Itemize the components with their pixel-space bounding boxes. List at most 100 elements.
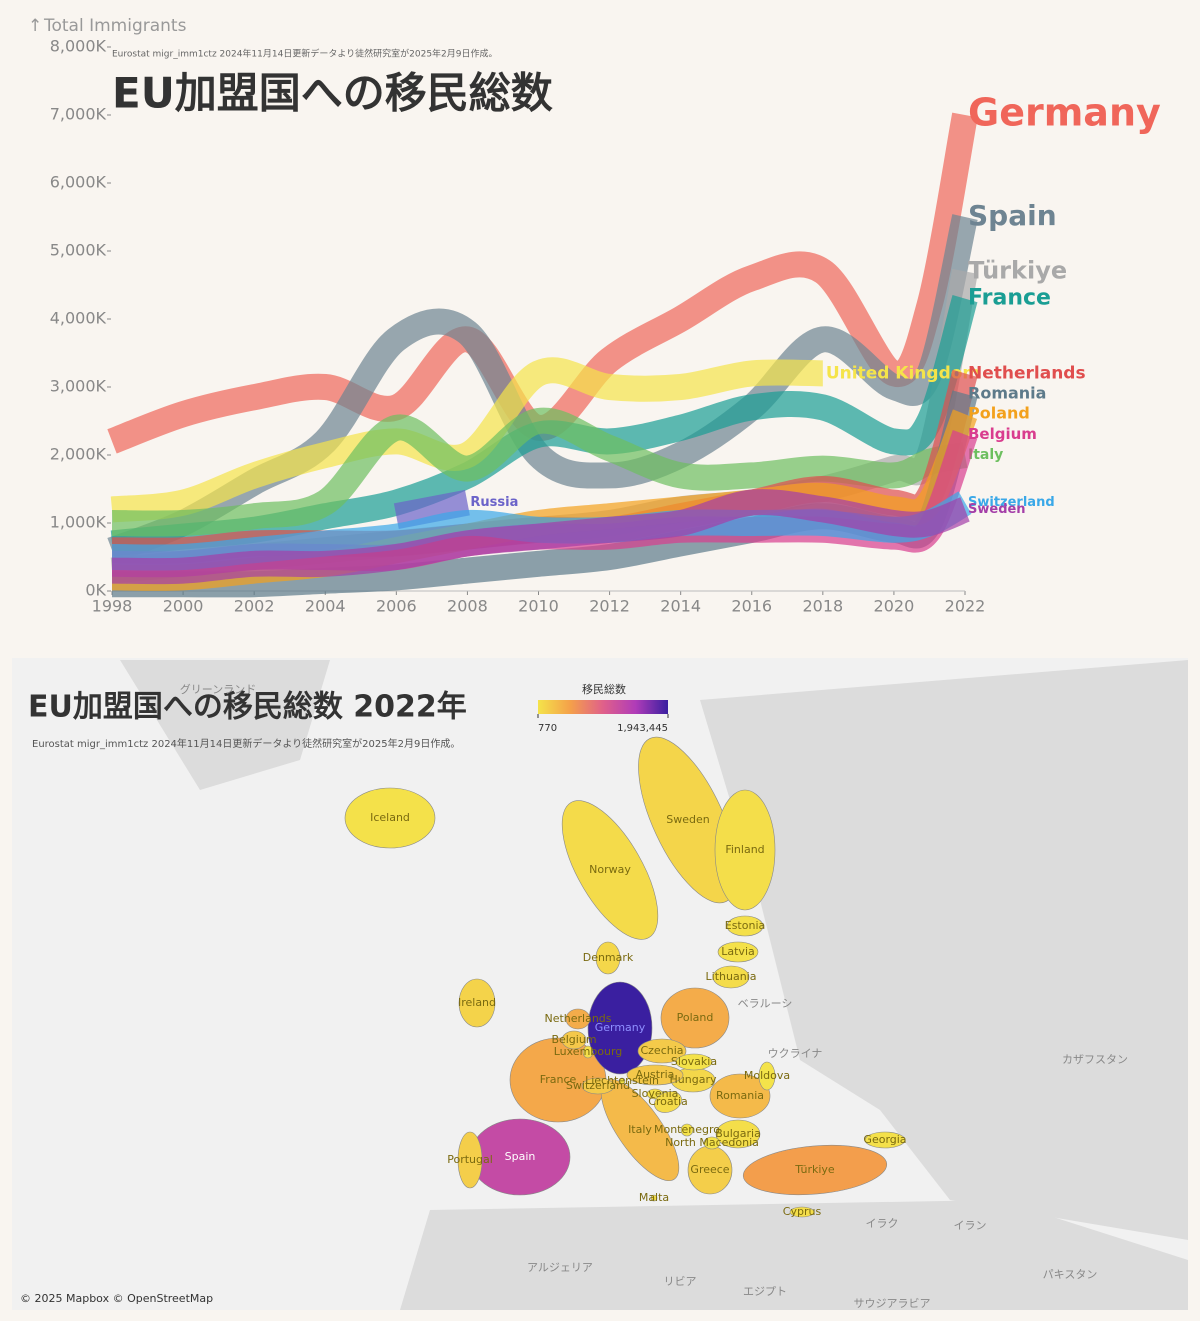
x-tick-label: 2022 — [945, 597, 986, 616]
country-label: Türkiye — [794, 1163, 835, 1176]
country — [680, 1123, 694, 1137]
country — [582, 1045, 594, 1059]
country — [715, 1119, 761, 1149]
y-tick-label: 6,000K — [50, 173, 107, 192]
y-tick-label: 3,000K — [50, 377, 107, 396]
colorbar-label: 770 — [538, 723, 557, 734]
map-title: EU加盟国への移民総数 2022年 — [28, 690, 467, 725]
country-label: Sweden — [666, 813, 709, 826]
country-label: Portugal — [447, 1153, 493, 1166]
colorbar-label: 1,943,445 — [617, 723, 668, 734]
country-label: Switzerland — [566, 1079, 630, 1092]
country — [650, 1194, 658, 1202]
country-label: North Macedonia — [665, 1136, 759, 1149]
country-label: Montenegro — [654, 1123, 720, 1136]
x-tick-label: 1998 — [92, 597, 133, 616]
country-label: Ireland — [458, 996, 496, 1009]
country-label: Moldova — [744, 1069, 790, 1082]
country — [660, 987, 730, 1049]
country — [703, 1136, 721, 1150]
country-label: Bulgaria — [715, 1127, 761, 1140]
basemap-label: グリーンランド — [180, 682, 256, 696]
y-tick-label: 2,000K — [50, 445, 107, 464]
series-label: Italy — [968, 447, 1003, 463]
country — [864, 1131, 906, 1149]
series-label: Türkiye — [968, 256, 1067, 284]
country — [654, 1091, 682, 1113]
chart-subtitle: Eurostat migr_imm1ctz 2024年11月14日更新データより… — [112, 48, 498, 60]
y-tick-label: 1,000K — [50, 513, 107, 532]
ribbon — [111, 407, 968, 537]
country — [595, 941, 621, 975]
series-label: Romania — [968, 383, 1046, 402]
country-label: Romania — [716, 1089, 764, 1102]
country-label: Luxembourg — [554, 1045, 623, 1058]
x-tick-label: 2012 — [589, 597, 630, 616]
country-label: Slovenia — [632, 1087, 679, 1100]
country-label: Georgia — [863, 1133, 906, 1146]
basemap-label: サウジアラビア — [854, 1297, 931, 1310]
country-label: Slovakia — [671, 1055, 717, 1068]
country — [626, 1064, 684, 1086]
x-tick-label: 2008 — [447, 597, 488, 616]
x-tick-label: 2004 — [305, 597, 346, 616]
country — [587, 981, 653, 1075]
x-tick-label: 2014 — [660, 597, 701, 616]
series-label: France — [968, 286, 1051, 311]
country — [344, 787, 436, 849]
country-label: Greece — [690, 1163, 729, 1176]
country — [709, 1073, 771, 1119]
x-tick-label: 2002 — [234, 597, 275, 616]
country — [714, 789, 776, 911]
y-tick-label: 5,000K — [50, 241, 107, 260]
series-label: Belgium — [968, 425, 1037, 443]
ribbon — [111, 489, 970, 585]
x-tick-label: 2018 — [802, 597, 843, 616]
country-label: Netherlands — [544, 1012, 611, 1025]
basemap-label: カザフスタン — [1062, 1053, 1128, 1066]
country — [758, 1061, 776, 1091]
x-tick-label: 2000 — [163, 597, 204, 616]
country — [712, 965, 750, 989]
attribution: © 2025 Mapbox © OpenStreetMap — [20, 1292, 213, 1305]
series-label: United Kingdom — [826, 363, 980, 383]
basemap-land — [120, 660, 1188, 1310]
y-axis-label: Total Immigrants — [43, 16, 187, 36]
country-label: Liechtenstein — [585, 1074, 659, 1087]
basemap-label: リビア — [664, 1275, 697, 1288]
chart-title: EU加盟国への移民総数 — [112, 69, 553, 118]
y-tick-label: 7,000K — [50, 105, 107, 124]
country-label: Poland — [677, 1011, 714, 1024]
country — [561, 800, 659, 940]
series-label: Sweden — [968, 502, 1026, 517]
country-label: Lithuania — [706, 970, 757, 983]
country — [561, 1030, 587, 1050]
country — [457, 1131, 483, 1189]
country-label: Iceland — [370, 811, 410, 824]
colorbar — [538, 700, 668, 714]
y-tick-label: 4,000K — [50, 309, 107, 328]
y-tick-label: 8,000K — [50, 37, 107, 56]
country-label: Germany — [595, 1021, 646, 1034]
series-label: Spain — [968, 199, 1057, 232]
series-label: Germany — [968, 91, 1161, 135]
basemap-label: パキスタン — [1043, 1268, 1098, 1281]
series-label: Russia — [470, 495, 518, 510]
basemap-label: ウクライナ — [768, 1047, 823, 1060]
x-tick-label: 2006 — [376, 597, 417, 616]
country-label: Croatia — [648, 1095, 688, 1108]
basemap-label: エジプト — [743, 1285, 787, 1298]
y-tick-label: 0K — [85, 581, 106, 600]
country-label: Cyprus — [783, 1205, 822, 1218]
country — [742, 1144, 888, 1196]
country — [726, 915, 764, 937]
basemap-label: ベラルーシ — [738, 997, 793, 1010]
x-tick-label: 2016 — [731, 597, 772, 616]
country — [637, 1038, 687, 1064]
country-label: France — [540, 1073, 577, 1086]
country-label: Austria — [636, 1068, 675, 1081]
country-label: Spain — [505, 1150, 536, 1163]
country-label: Finland — [725, 843, 764, 856]
series-label: Netherlands — [968, 363, 1086, 383]
country — [565, 1008, 591, 1030]
